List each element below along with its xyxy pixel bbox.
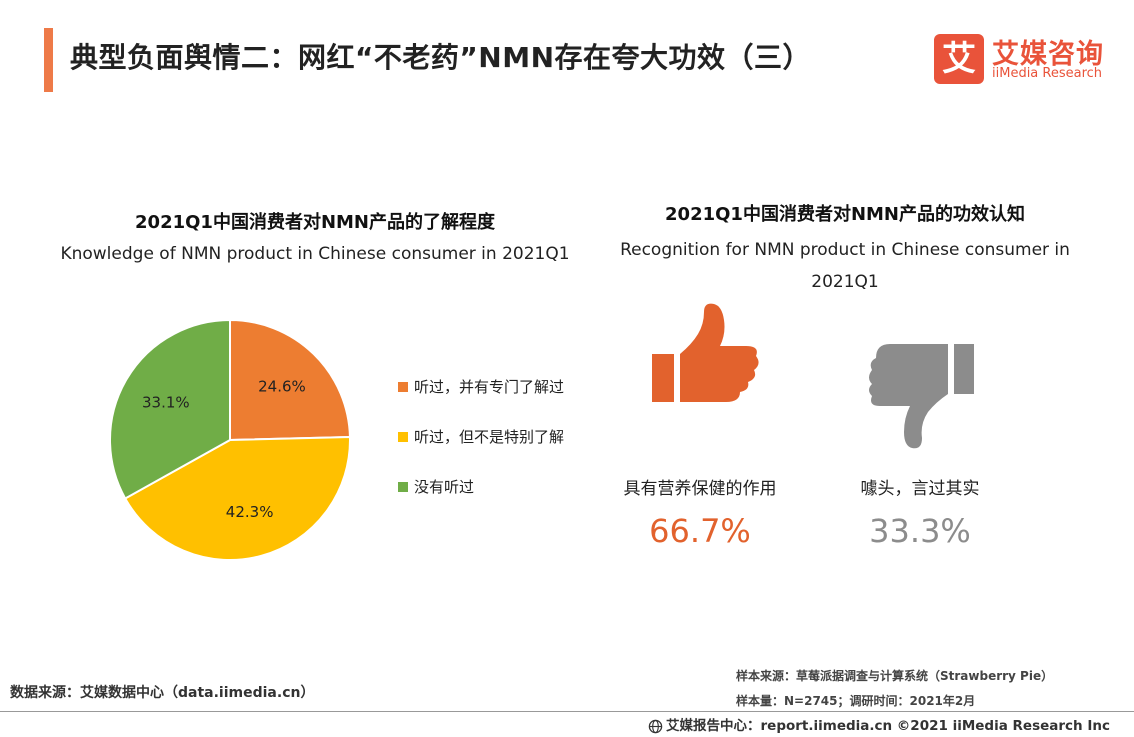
logo-mark: 艾: [934, 34, 984, 84]
efficacy-value-negative: 33.3%: [869, 512, 971, 550]
footer-bar: 艾媒报告中心：report.iimedia.cn ©2021 iiMedia R…: [648, 714, 1110, 734]
legend-item: 听过，但不是特别了解: [398, 426, 564, 476]
pie-slice-label: 24.6%: [258, 378, 306, 396]
legend-label: 没有听过: [414, 478, 475, 496]
page-title: 典型负面舆情二：网红“不老药”NMN存在夸大功效（三）: [70, 41, 812, 74]
efficacy-label-negative: 噱头，言过其实: [860, 479, 980, 499]
legend-item: 没有听过: [398, 476, 564, 526]
pie-chart-title-en: Knowledge of NMN product in Chinese cons…: [60, 244, 570, 264]
legend-swatch: [398, 431, 408, 442]
legend-item: 听过，并有专门了解过: [398, 376, 564, 426]
logo-text-en: iiMedia Research: [992, 66, 1103, 81]
efficacy-label-positive: 具有营养保健的作用: [623, 479, 777, 499]
report-center-text: 艾媒报告中心：report.iimedia.cn ©2021 iiMedia R…: [666, 718, 1110, 734]
sample-size: 样本量：N=2745；调研时间：2021年2月: [736, 694, 976, 708]
thumbs-up-icon: [652, 303, 759, 402]
footer-divider: [0, 711, 1134, 712]
data-source: 数据来源：艾媒数据中心（data.iimedia.cn）: [10, 685, 315, 701]
pie-chart-title-cn: 2021Q1中国消费者对NMN产品的了解程度: [135, 212, 495, 233]
pie-slice-label: 33.1%: [142, 393, 190, 411]
efficacy-title-en: Recognition for NMN product in Chinese c…: [620, 240, 1070, 292]
pie-legend: 听过，并有专门了解过 听过，但不是特别了解 没有听过: [398, 376, 564, 526]
knowledge-pie-chart: 24.6% 42.3% 33.1%: [109, 318, 351, 561]
efficacy-value-positive: 66.7%: [649, 512, 751, 550]
legend-swatch: [398, 381, 408, 392]
pie-slice: [109, 318, 231, 500]
thumbs-down-icon: [869, 344, 974, 449]
iimedia-logo: 艾 艾媒咨询 iiMedia Research: [934, 30, 1124, 88]
pie-slice: [229, 318, 351, 442]
title-accent-bar: [44, 28, 53, 92]
sample-source: 样本来源：草莓派据调查与计算系统（Strawberry Pie）: [736, 669, 1054, 683]
legend-label: 听过，并有专门了解过: [414, 378, 565, 396]
logo-text-cn: 艾媒咨询: [992, 39, 1104, 70]
pie-slice-label: 42.3%: [226, 503, 274, 521]
legend-swatch: [398, 481, 408, 492]
globe-icon: [648, 719, 663, 733]
legend-label: 听过，但不是特别了解: [414, 428, 565, 446]
efficacy-title-cn: 2021Q1中国消费者对NMN产品的功效认知: [665, 204, 1025, 225]
